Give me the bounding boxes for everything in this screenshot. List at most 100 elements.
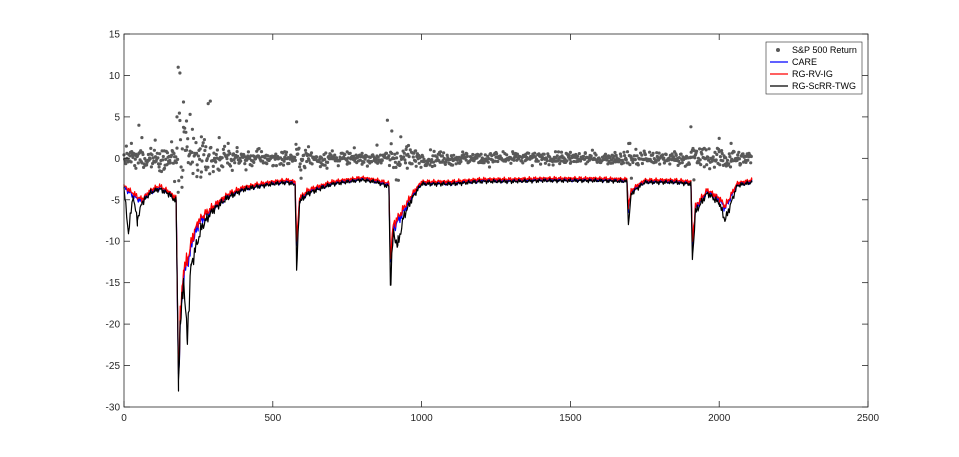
scatter-point — [198, 147, 202, 151]
scatter-point — [124, 144, 128, 148]
scatter-point — [315, 155, 319, 159]
scatter-point — [556, 150, 561, 154]
x-tick-label: 2000 — [708, 413, 731, 424]
scatter-point — [698, 147, 702, 151]
scatter-point — [196, 154, 200, 158]
scatter-point — [212, 156, 217, 160]
scatter-point — [428, 148, 433, 152]
scatter-point — [374, 157, 378, 162]
scatter-point — [431, 160, 436, 164]
scatter-point — [180, 185, 184, 189]
scatter-point — [161, 154, 165, 159]
scatter-point — [168, 158, 172, 162]
scatter-point — [628, 141, 632, 145]
scatter-point — [594, 153, 598, 157]
scatter-point — [358, 158, 362, 162]
scatter-point — [266, 154, 270, 158]
scatter-point — [271, 164, 275, 168]
scatter-point — [512, 158, 516, 162]
scatter-point — [352, 146, 356, 150]
scatter-point — [137, 123, 141, 127]
scatter-point — [178, 118, 182, 123]
scatter-point — [252, 160, 256, 164]
scatter-point — [648, 150, 652, 154]
scatter-point — [225, 157, 229, 161]
scatter-point — [246, 150, 250, 154]
scatter-point — [204, 168, 208, 172]
scatter-point — [390, 129, 394, 133]
axes-box — [123, 33, 869, 408]
scatter-point — [284, 153, 288, 157]
scatter-point — [184, 130, 188, 134]
scatter-point — [186, 161, 190, 165]
scatter-point — [720, 151, 724, 156]
scatter-point — [655, 151, 659, 155]
scatter-point — [618, 158, 622, 162]
scatter-point — [715, 152, 719, 157]
scatter-point — [623, 154, 627, 158]
scatter-point — [399, 135, 403, 139]
scatter-point — [737, 150, 741, 154]
scatter-point — [490, 154, 494, 158]
scatter-point — [408, 148, 412, 152]
scatter-point — [736, 153, 740, 157]
scatter-point — [387, 154, 391, 158]
scatter-point — [323, 157, 327, 161]
scatter-point — [692, 178, 696, 182]
scatter-point — [348, 151, 352, 155]
scatter-point — [346, 156, 350, 160]
scatter-point — [244, 168, 248, 172]
scatter-point — [298, 162, 302, 166]
scatter-point — [249, 154, 253, 158]
scatter-point — [480, 156, 484, 160]
scatter-point — [635, 154, 639, 158]
scatter-point — [230, 168, 234, 172]
scatter-point — [157, 165, 161, 169]
scatter-point — [354, 153, 358, 157]
scatter-point — [203, 165, 208, 169]
legend-label: RG-ScRR-TWG — [792, 81, 856, 91]
scatter-point — [452, 153, 456, 157]
x-tick-label: 0 — [121, 413, 127, 424]
scatter-point — [282, 159, 286, 163]
scatter-point — [668, 162, 672, 166]
scatter-point — [606, 162, 610, 166]
scatter-point — [206, 102, 210, 106]
scatter-point — [235, 146, 239, 150]
scatter-point — [149, 165, 153, 169]
scatter-point — [543, 161, 548, 165]
scatter-point — [220, 156, 224, 160]
scatter-point — [385, 118, 389, 122]
scatter-point — [221, 147, 225, 151]
scatter-point — [568, 150, 573, 154]
scatter-point — [184, 119, 189, 123]
scatter-point — [662, 156, 666, 160]
scatter-point — [530, 164, 534, 168]
scatter-point — [158, 152, 162, 156]
scatter-point — [390, 151, 394, 156]
scatter-point — [625, 150, 630, 154]
scatter-point — [527, 151, 531, 155]
scatter-point — [533, 151, 537, 155]
y-tick-label: 5 — [114, 112, 120, 123]
scatter-point — [405, 145, 409, 149]
y-tick-label: -30 — [106, 403, 121, 414]
scatter-point — [231, 152, 236, 156]
scatter-point — [217, 168, 221, 172]
scatter-point — [643, 151, 647, 155]
scatter-point — [195, 151, 199, 155]
scatter-point — [443, 162, 447, 166]
scatter-point — [521, 161, 525, 165]
scatter-point — [728, 165, 733, 169]
scatter-point — [430, 158, 434, 162]
scatter-point — [190, 160, 194, 164]
scatter-point — [318, 165, 322, 169]
scatter-point — [712, 165, 717, 169]
y-tick-label: 15 — [109, 30, 121, 41]
scatter-point — [486, 160, 490, 164]
scatter-point — [299, 176, 303, 180]
scatter-point — [235, 150, 239, 154]
scatter-point — [670, 152, 674, 156]
scatter-point — [667, 156, 671, 160]
scatter-point — [172, 151, 176, 156]
